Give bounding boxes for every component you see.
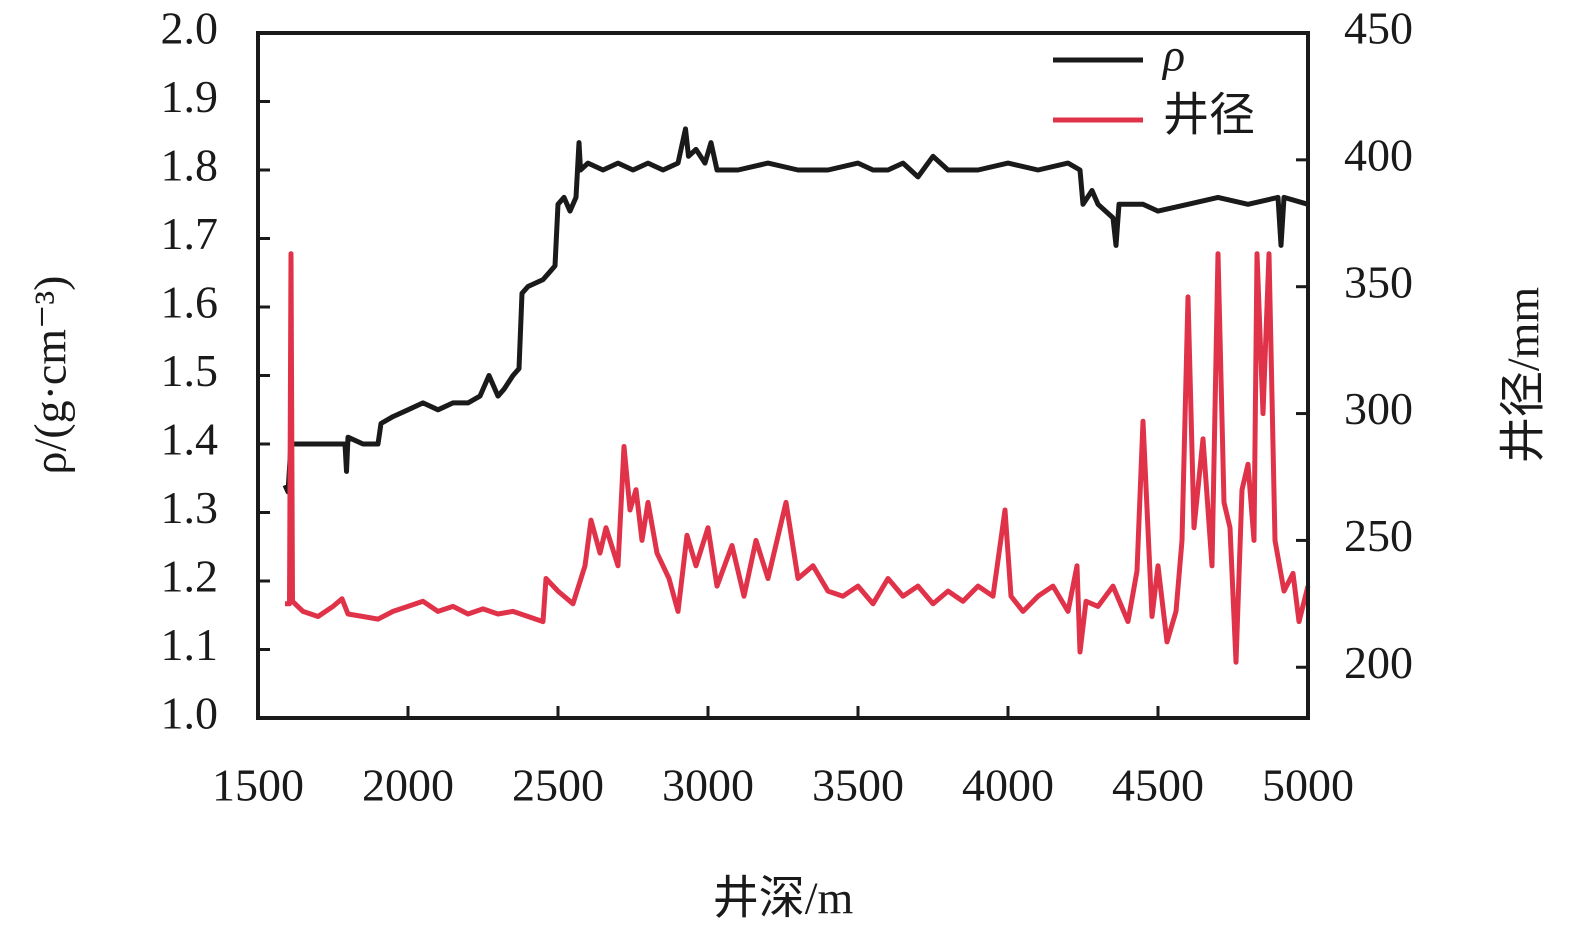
series-line xyxy=(285,251,1311,665)
y-tick-label: 1.7 xyxy=(161,208,219,259)
y-tick-label: 1.9 xyxy=(161,71,219,122)
x-tick-label: 2000 xyxy=(362,760,454,811)
y-tick-label: 1.1 xyxy=(161,619,219,670)
y2-tick-label: 200 xyxy=(1344,637,1413,688)
x-tick-label: 1500 xyxy=(212,760,304,811)
x-tick-label: 2500 xyxy=(512,760,604,811)
x-tick-label: 4000 xyxy=(962,760,1054,811)
y2-tick-label: 450 xyxy=(1344,3,1413,54)
y-tick-label: 1.0 xyxy=(161,688,219,739)
y-tick-label: 1.3 xyxy=(161,482,219,533)
y-tick-label: 1.5 xyxy=(161,345,219,396)
y-tick-label: 1.6 xyxy=(161,277,219,328)
legend-label: ρ xyxy=(1161,30,1185,81)
y2-tick-label: 400 xyxy=(1344,129,1413,180)
x-tick-label: 4500 xyxy=(1112,760,1204,811)
y-tick-label: 2.0 xyxy=(161,3,219,54)
x-tick-label: 3000 xyxy=(662,760,754,811)
y-axis-title: ρ/(g·cm⁻³) xyxy=(25,276,76,475)
x-tick-label: 3500 xyxy=(812,760,904,811)
legend-label: 井径 xyxy=(1163,90,1255,141)
y-tick-label: 1.4 xyxy=(161,414,219,465)
y-tick-label: 1.2 xyxy=(161,551,219,602)
y2-axis-title: 井径/mm xyxy=(1498,287,1549,464)
y2-tick-label: 300 xyxy=(1344,383,1413,434)
y-tick-label: 1.8 xyxy=(161,140,219,191)
y2-tick-label: 350 xyxy=(1344,256,1413,307)
x-axis-title: 井深/m xyxy=(713,873,854,924)
x-tick-label: 5000 xyxy=(1262,760,1354,811)
series-line xyxy=(282,126,1309,495)
y2-tick-label: 250 xyxy=(1344,510,1413,561)
